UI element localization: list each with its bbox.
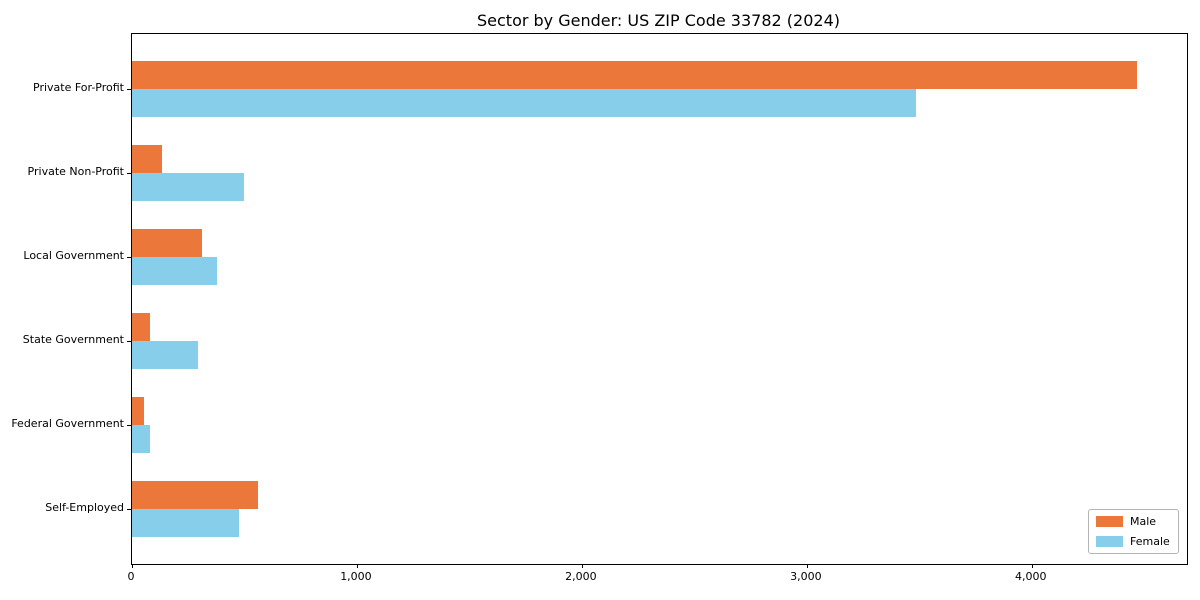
- y-tick-mark: [127, 173, 131, 174]
- x-tick-label: 1,000: [340, 570, 372, 583]
- bar-female: [132, 425, 150, 453]
- plot-area: Male Female: [127, 33, 1188, 568]
- y-tick-label: Federal Government: [11, 417, 124, 430]
- legend-swatch-female-icon: [1096, 536, 1123, 547]
- bar-male: [132, 313, 150, 341]
- bar-female: [132, 509, 240, 537]
- x-tick-mark: [132, 564, 133, 568]
- bar-male: [132, 145, 162, 173]
- legend-item-male: Male: [1096, 515, 1171, 528]
- legend-swatch-male-icon: [1096, 516, 1123, 527]
- y-tick-mark: [127, 341, 131, 342]
- chart-title: Sector by Gender: US ZIP Code 33782 (202…: [477, 11, 840, 30]
- bar-female: [132, 257, 218, 285]
- x-tick-label: 4,000: [1015, 570, 1047, 583]
- y-tick-mark: [127, 89, 131, 90]
- x-tick-mark: [806, 564, 808, 568]
- bar-male: [132, 229, 202, 257]
- legend-item-female: Female: [1096, 535, 1171, 548]
- y-tick-label: State Government: [22, 333, 124, 346]
- x-tick-label: 3,000: [790, 570, 822, 583]
- x-tick-label: 0: [127, 570, 135, 583]
- legend: Male Female: [1088, 509, 1179, 554]
- bar-female: [132, 173, 245, 201]
- bar-male: [132, 397, 144, 425]
- y-tick-mark: [127, 425, 131, 426]
- bar-male: [132, 61, 1137, 89]
- legend-label-male: Male: [1130, 515, 1157, 528]
- bar-male: [132, 481, 259, 509]
- y-tick-label: Self-Employed: [45, 501, 124, 514]
- y-tick-label: Private For-Profit: [33, 81, 124, 94]
- y-tick-label: Local Government: [23, 249, 124, 262]
- bar-female: [132, 341, 199, 369]
- x-tick-mark: [356, 564, 358, 568]
- legend-label-female: Female: [1130, 535, 1170, 548]
- y-tick-label: Private Non-Profit: [27, 165, 124, 178]
- x-tick-mark: [581, 564, 583, 568]
- y-tick-mark: [127, 257, 131, 258]
- x-tick-label: 2,000: [565, 570, 597, 583]
- bar-female: [132, 89, 916, 117]
- y-tick-mark: [127, 509, 131, 510]
- x-tick-mark: [1031, 564, 1033, 568]
